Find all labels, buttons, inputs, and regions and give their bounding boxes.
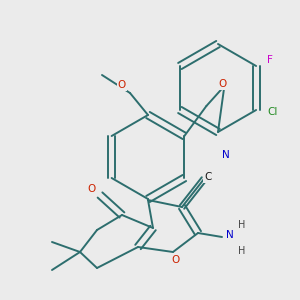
Text: H: H [238, 246, 246, 256]
Text: Cl: Cl [267, 107, 277, 117]
Text: F: F [267, 55, 273, 65]
Text: O: O [88, 184, 96, 194]
Text: O: O [218, 79, 226, 89]
Text: N: N [226, 230, 234, 240]
Text: H: H [238, 220, 246, 230]
Text: C: C [204, 172, 212, 182]
Text: O: O [171, 255, 179, 265]
Text: O: O [118, 80, 126, 90]
Text: N: N [222, 150, 230, 160]
